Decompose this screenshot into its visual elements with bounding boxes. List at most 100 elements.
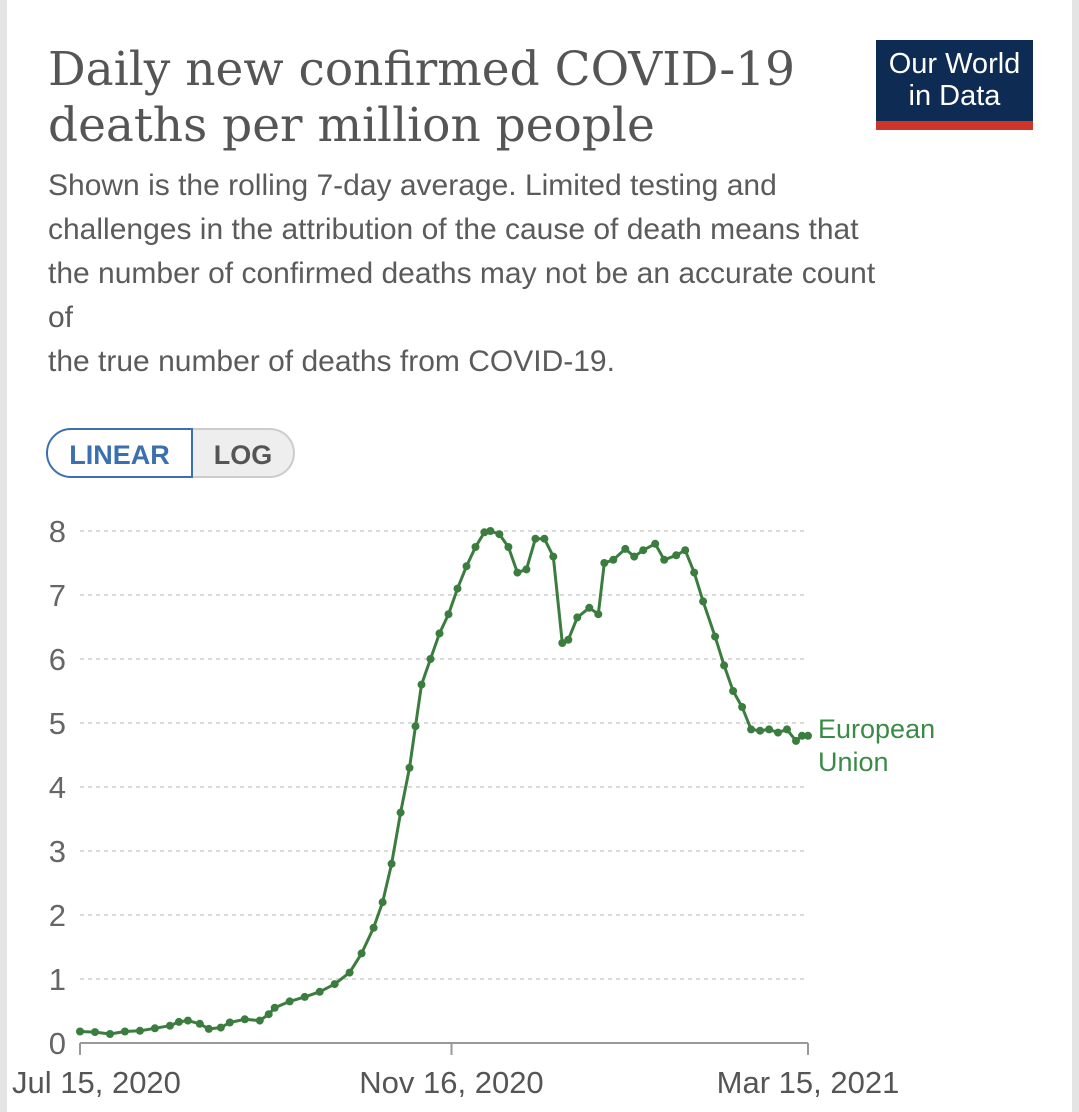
y-tick-label-6: 6 [49, 642, 66, 677]
data-point[interactable] [120, 1027, 129, 1036]
data-point[interactable] [564, 635, 573, 644]
data-point[interactable] [165, 1021, 174, 1030]
x-tick-label-2: Mar 15, 2021 [717, 1065, 900, 1100]
data-point[interactable] [540, 534, 549, 543]
data-point[interactable] [453, 584, 462, 593]
data-point[interactable] [756, 726, 765, 735]
data-point[interactable] [411, 722, 420, 731]
subtitle-line-2: challenges in the attribution of the cau… [48, 213, 859, 246]
y-tick-label-4: 4 [49, 770, 66, 805]
data-point[interactable] [135, 1026, 144, 1035]
data-point[interactable] [783, 725, 791, 734]
subtitle-line-5: the true number of deaths from COVID-19. [48, 345, 615, 378]
data-point[interactable] [690, 568, 699, 577]
data-point[interactable] [720, 661, 729, 670]
y-tick-label-2: 2 [49, 898, 66, 933]
subtitle-line-1: Shown is the rolling 7-day average. Limi… [48, 169, 777, 202]
data-point[interactable] [240, 1015, 249, 1024]
data-point[interactable] [531, 534, 540, 543]
y-tick-label-7: 7 [49, 578, 66, 613]
series-label-line-1: European [818, 714, 935, 744]
data-point[interactable] [699, 597, 708, 606]
data-point[interactable] [387, 859, 396, 868]
linear-scale-button[interactable]: LINEAR [46, 428, 193, 478]
data-point[interactable] [76, 1027, 84, 1036]
data-point[interactable] [549, 552, 558, 561]
data-point[interactable] [639, 546, 648, 555]
data-point[interactable] [609, 555, 618, 564]
line-chart: 0 1 2 3 4 5 6 7 8 Jul 15, 2020 Nov 16, 2020 Mar 15,… [12, 514, 935, 1100]
data-point[interactable] [195, 1019, 204, 1028]
data-point[interactable] [711, 632, 720, 641]
y-tick-label-5: 5 [49, 706, 66, 741]
data-point[interactable] [480, 528, 489, 537]
data-point[interactable] [747, 725, 756, 734]
data-point[interactable] [426, 655, 435, 663]
data-point[interactable] [270, 1003, 279, 1012]
data-point[interactable] [558, 639, 567, 647]
data-point[interactable] [183, 1016, 192, 1025]
data-point[interactable] [315, 987, 324, 996]
data-point[interactable] [345, 968, 354, 977]
data-point[interactable] [330, 980, 339, 989]
data-point[interactable] [444, 610, 453, 619]
chart-title-line-1: Daily new confirmed COVID-19 [48, 42, 796, 97]
our-world-in-data-logo[interactable]: Our World in Data [876, 40, 1033, 130]
data-point[interactable] [486, 527, 495, 535]
data-point[interactable] [225, 1018, 234, 1027]
data-point[interactable] [513, 568, 522, 577]
y-tick-label-0: 0 [49, 1026, 66, 1061]
data-point[interactable] [651, 539, 660, 548]
data-point[interactable] [216, 1023, 225, 1032]
data-point[interactable] [765, 725, 774, 734]
chart-subtitle: Shown is the rolling 7-day average. Limi… [48, 164, 1048, 384]
data-point[interactable] [600, 559, 609, 567]
chart-title-line-2: deaths per million people [48, 98, 655, 153]
data-point[interactable] [621, 544, 630, 553]
subtitle-line-3: the number of confirmed deaths may not b… [48, 257, 876, 290]
data-point[interactable] [573, 613, 582, 622]
data-point[interactable] [417, 680, 426, 689]
x-tick-label-1: Nov 16, 2020 [359, 1065, 543, 1100]
data-point[interactable] [174, 1017, 183, 1026]
y-tick-label-3: 3 [49, 834, 66, 869]
data-point[interactable] [91, 1028, 99, 1037]
data-point[interactable] [738, 703, 747, 711]
data-point[interactable] [150, 1024, 159, 1033]
data-point[interactable] [396, 808, 405, 817]
data-point[interactable] [792, 736, 800, 745]
scale-toggle: LINEAR LOG [46, 428, 295, 478]
data-point[interactable] [369, 923, 378, 932]
data-point[interactable] [504, 543, 513, 551]
data-point[interactable] [264, 1010, 273, 1019]
data-point[interactable] [462, 562, 471, 571]
data-point[interactable] [630, 552, 639, 561]
data-point[interactable] [106, 1030, 114, 1038]
data-point[interactable] [285, 997, 294, 1006]
series-line-european-union[interactable] [79, 529, 808, 1036]
data-point[interactable] [471, 543, 480, 551]
x-tick-label-0: Jul 15, 2020 [12, 1065, 181, 1100]
y-tick-label-8: 8 [49, 514, 66, 549]
data-point[interactable] [729, 687, 738, 695]
data-point[interactable] [435, 629, 444, 638]
data-point[interactable] [405, 763, 414, 772]
data-point[interactable] [804, 731, 812, 740]
data-point[interactable] [495, 530, 504, 539]
data-point[interactable] [522, 565, 531, 574]
data-point[interactable] [378, 898, 387, 907]
data-point[interactable] [204, 1024, 213, 1033]
chart-title: Daily new confirmed COVID-19 deaths per … [48, 42, 848, 154]
data-point[interactable] [798, 731, 806, 740]
data-point[interactable] [255, 1016, 264, 1025]
data-point[interactable] [594, 610, 603, 619]
log-scale-button[interactable]: LOG [193, 428, 295, 478]
data-point[interactable] [357, 949, 366, 958]
data-point[interactable] [681, 546, 690, 555]
data-point[interactable] [300, 992, 309, 1001]
data-point[interactable] [660, 555, 669, 564]
data-point[interactable] [585, 603, 594, 612]
data-point[interactable] [774, 728, 782, 737]
data-point[interactable] [672, 551, 681, 560]
